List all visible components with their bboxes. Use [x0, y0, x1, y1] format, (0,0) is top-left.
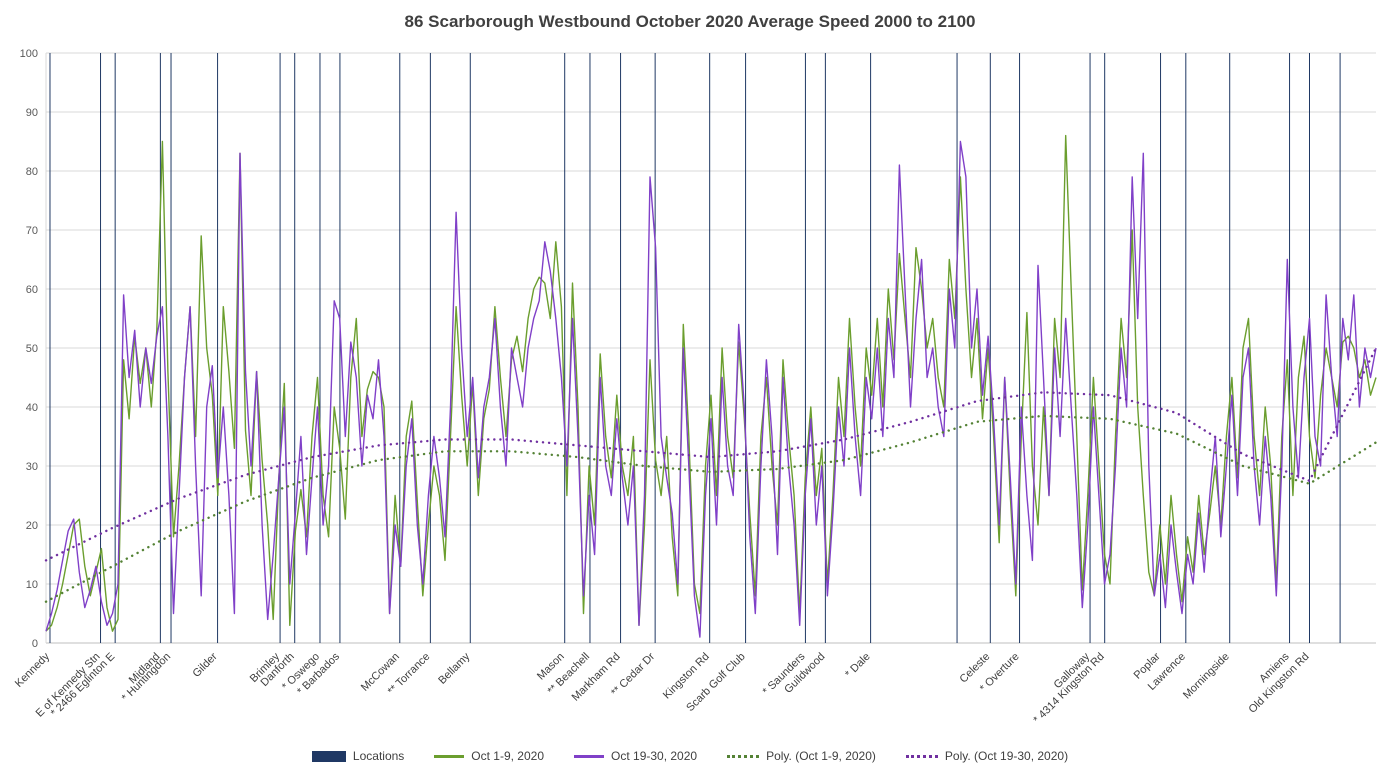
- legend-label-oct-1-9: Oct 1-9, 2020: [471, 749, 545, 763]
- legend-item-poly-oct-1-9: Poly. (Oct 1-9, 2020): [727, 749, 876, 763]
- locations-swatch: [311, 750, 346, 762]
- oct-1-9-line-swatch: [434, 754, 465, 758]
- legend: Locations Oct 1-9, 2020 Oct 19-30, 2020 …: [0, 742, 1380, 770]
- legend-label-poly-oct-19-30: Poly. (Oct 19-30, 2020): [944, 749, 1069, 763]
- series-oct-19-30: [45, 140, 1377, 638]
- y-tick-label: 90: [26, 107, 38, 119]
- y-tick-label: 70: [26, 225, 38, 237]
- y-tick-label: 60: [26, 284, 38, 296]
- x-axis-label: Morningside: [1181, 651, 1232, 702]
- legend-label-oct-19-30: Oct 19-30, 2020: [611, 749, 698, 763]
- chart-title: 86 Scarborough Westbound October 2020 Av…: [404, 12, 976, 31]
- y-tick-label: 50: [26, 343, 38, 355]
- y-tick-label: 100: [20, 48, 38, 60]
- y-tick-label: 80: [26, 166, 38, 178]
- x-axis-label: Bellamy: [436, 650, 473, 687]
- x-axis-label: * Dale: [843, 651, 873, 681]
- location-lines: [49, 53, 1341, 643]
- legend-label-poly-oct-1-9: Poly. (Oct 1-9, 2020): [766, 749, 876, 763]
- y-tick-label: 30: [26, 461, 38, 473]
- legend-item-poly-oct-19-30: Poly. (Oct 19-30, 2020): [905, 749, 1069, 763]
- y-tick-label: 20: [26, 520, 38, 532]
- poly-oct-1-9-swatch: [727, 754, 760, 758]
- y-tick-label: 10: [26, 579, 38, 591]
- legend-item-oct-19-30: Oct 19-30, 2020: [574, 749, 697, 763]
- legend-label-locations: Locations: [352, 749, 405, 763]
- oct-19-30-line-swatch: [574, 754, 605, 758]
- poly-oct-19-30-swatch: [905, 754, 938, 758]
- x-axis-label: Gilder: [190, 650, 219, 679]
- legend-item-locations: Locations: [311, 749, 405, 763]
- x-axis-label: * 4314 Kingston Rd: [1031, 651, 1107, 727]
- y-axis-labels: 0 10 20 30 40 50 60 70 80 90 100: [20, 48, 38, 650]
- y-tick-label: 40: [26, 402, 38, 414]
- y-tick-label: 0: [32, 638, 38, 650]
- trend-oct-1-9: [44, 414, 1378, 603]
- legend-item-oct-1-9: Oct 1-9, 2020: [434, 749, 544, 763]
- x-axis-label: Kennedy: [13, 650, 53, 690]
